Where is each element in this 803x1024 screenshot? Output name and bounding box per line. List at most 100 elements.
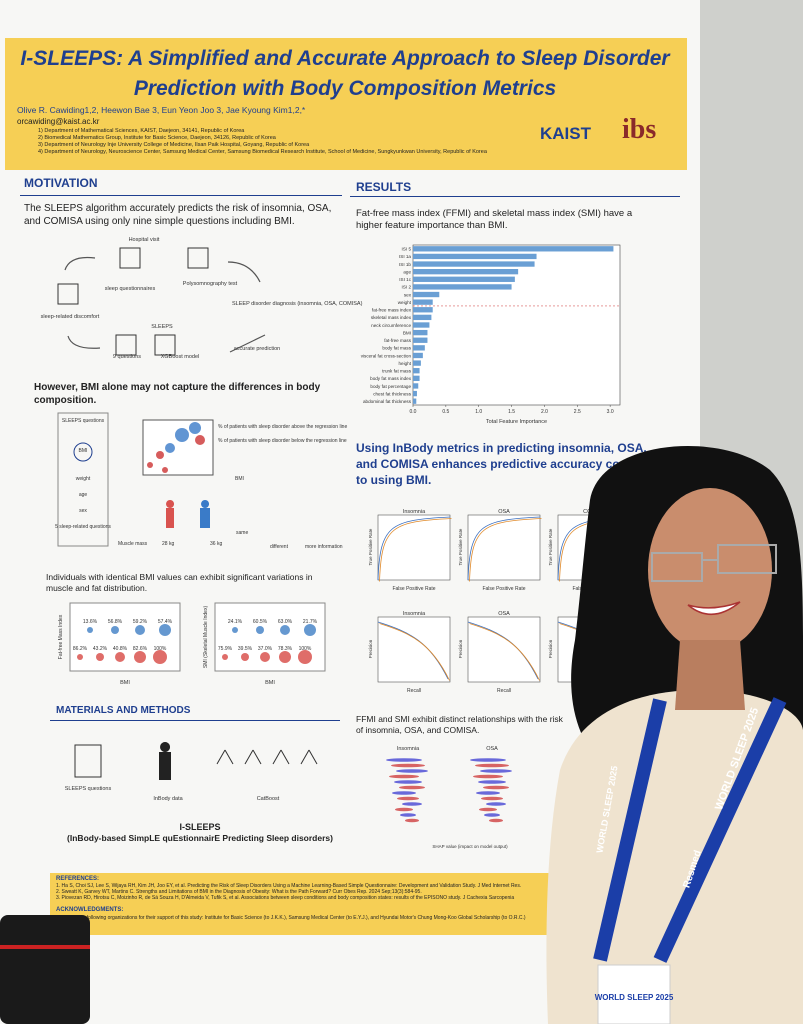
label: 86.2%	[73, 646, 88, 652]
label: sex	[404, 292, 412, 297]
label: 2.0	[541, 409, 548, 415]
logo: KAIST	[540, 124, 591, 143]
label: different	[270, 544, 289, 550]
label: Precision	[368, 639, 373, 658]
icon	[115, 334, 137, 356]
violin	[392, 791, 416, 795]
bar	[413, 352, 423, 359]
label: Polysomnography test	[183, 281, 238, 287]
affiliations: 1) Department of Mathematical Sciences, …	[38, 128, 558, 156]
violin	[475, 763, 509, 768]
rule	[50, 720, 340, 721]
bubble	[87, 627, 93, 633]
label: ISI 1c	[399, 277, 411, 282]
violin	[394, 780, 422, 784]
label: ISI 1a	[399, 254, 411, 259]
bubble	[156, 451, 164, 459]
label: same	[236, 530, 248, 536]
label: 78.3%	[278, 646, 293, 652]
label: visceral fat cross-section	[361, 353, 412, 358]
bar	[413, 276, 515, 282]
violin	[399, 785, 425, 790]
bar	[413, 284, 512, 290]
bubble	[115, 652, 125, 662]
bubble	[175, 428, 189, 442]
bar	[413, 299, 433, 305]
rule	[350, 196, 680, 197]
curve	[469, 623, 540, 681]
header-band	[5, 38, 687, 170]
label: 9 questions	[113, 354, 141, 360]
bar	[413, 329, 428, 336]
label: 57.4%	[158, 619, 173, 625]
logo: ibs	[622, 114, 657, 145]
arrow	[64, 256, 266, 353]
label: 59.2%	[133, 619, 148, 625]
label: SLEEPS questions	[65, 786, 112, 792]
bubble	[96, 653, 104, 661]
label: True Positive Rate	[368, 528, 373, 565]
reference: 3. Piovezan RD, Hirotsu C, Moizinho R, d…	[56, 895, 515, 901]
label: BMI	[79, 448, 88, 454]
label: age	[403, 269, 411, 274]
violin	[386, 758, 422, 762]
violin	[397, 796, 419, 801]
trees	[216, 749, 318, 765]
curve	[469, 518, 542, 582]
label: Fat-free Mass Index	[58, 614, 64, 659]
label: 0.0	[410, 409, 417, 415]
label: OSA	[498, 611, 510, 617]
label: sleep questionnaires	[105, 286, 156, 292]
violin	[470, 758, 506, 762]
plot	[377, 616, 451, 683]
icon	[57, 283, 79, 305]
bubble	[232, 627, 238, 633]
label: sex	[79, 508, 87, 514]
violin	[405, 818, 419, 823]
label: 13.6%	[83, 619, 98, 625]
icon	[187, 247, 209, 269]
bubble	[189, 422, 201, 434]
label: Muscle mass	[118, 541, 148, 547]
label: abdominal fat thickness	[363, 399, 412, 404]
label: body fat percentage	[370, 384, 411, 389]
poster: I-SLEEPS: A Simplified and Accurate Appr…	[0, 0, 700, 1024]
bubble	[111, 626, 119, 634]
violin	[396, 769, 428, 773]
violin	[486, 802, 506, 806]
bar	[413, 322, 430, 328]
bubble	[222, 654, 228, 660]
curve	[377, 516, 451, 581]
bubble	[279, 651, 291, 663]
bar	[413, 368, 420, 374]
label: fat-free mass index	[372, 308, 412, 313]
curve	[379, 518, 452, 582]
label: WORLD SLEEP 2025	[595, 993, 674, 1002]
bubble	[304, 624, 316, 636]
ack-heading: ACKNOWLEDGMENTS:	[56, 907, 124, 913]
plot	[377, 514, 451, 581]
label: 1.0	[475, 409, 482, 415]
method-name: I-SLEEPS	[179, 822, 221, 832]
violin	[481, 796, 503, 801]
label: 36 kg	[210, 541, 222, 547]
label: more information	[305, 544, 343, 550]
label: BMI	[403, 330, 411, 335]
neck	[675, 640, 745, 710]
violin	[476, 791, 500, 795]
bar	[413, 246, 614, 252]
label: accurate prediction	[234, 346, 280, 352]
label: ISI 2	[402, 285, 412, 290]
rule	[20, 195, 342, 196]
label: 3.0	[607, 409, 614, 415]
label: age	[79, 492, 88, 498]
bar	[413, 375, 420, 381]
references: 1. Ha S, Choi SJ, Lee S, Wijaya RH, Kim …	[56, 883, 551, 901]
bar	[413, 345, 425, 351]
paragraph: Fat-free mass index (FFMI) and skeletal …	[356, 208, 633, 231]
glasses	[651, 544, 777, 582]
label: BMI	[235, 476, 244, 482]
icon	[73, 442, 93, 462]
